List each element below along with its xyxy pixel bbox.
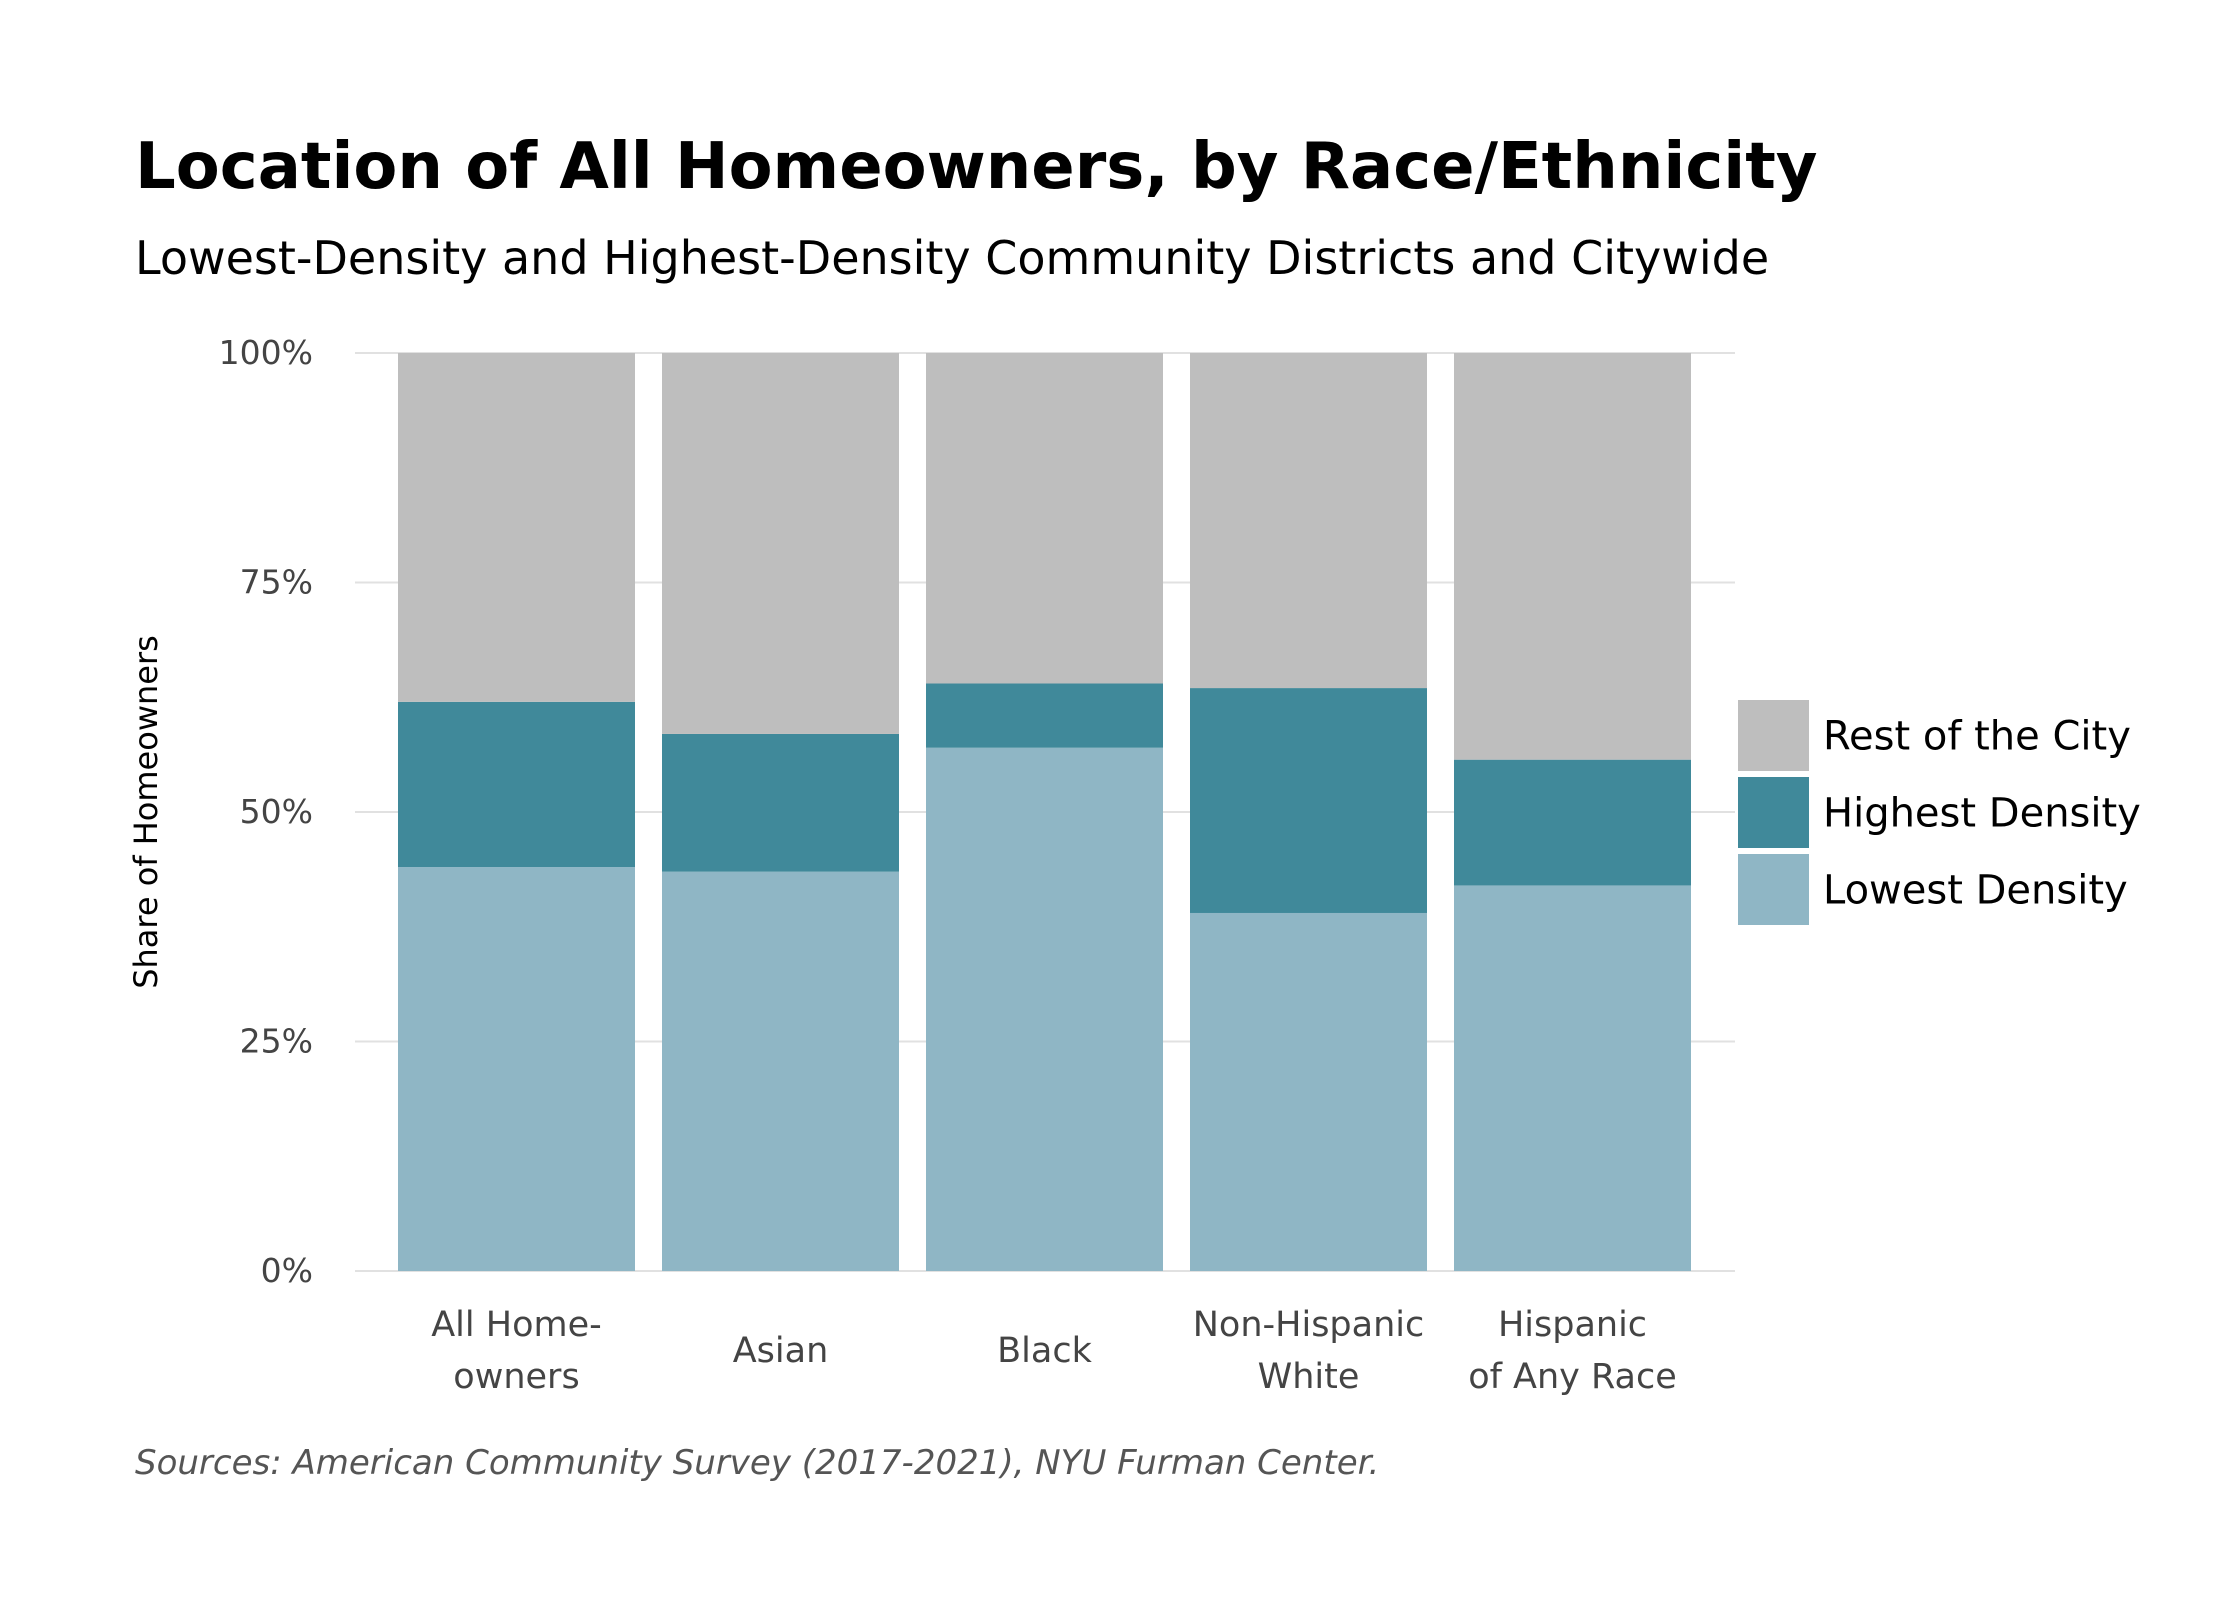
x-tick-label: Non-Hispanic <box>1193 1305 1425 1345</box>
bar-segment-rest-of-the-city <box>926 353 1163 684</box>
x-tick-label: owners <box>453 1357 579 1397</box>
bar-segment-highest-density <box>398 701 635 868</box>
legend: Rest of the City Highest Density Lowest De… <box>1738 700 2141 925</box>
bar-segment-highest-density <box>1454 759 1691 886</box>
x-axis-labels: All Home-owners Asian Black Non-Hispanic Whi… <box>431 1305 1677 1397</box>
bars <box>398 353 1691 1271</box>
bar-segment-rest-of-the-city <box>662 353 899 734</box>
y-tick-label: 100% <box>219 333 313 372</box>
y-axis-ticks: 0% 25% 50% 75% 100% <box>219 333 313 1290</box>
x-tick-label: White <box>1258 1357 1360 1397</box>
bar-segment-lowest-density <box>662 871 899 1271</box>
x-tick-label: of Any Race <box>1468 1357 1677 1397</box>
bar-segment-lowest-density <box>926 747 1163 1271</box>
legend-swatch <box>1738 700 1809 771</box>
legend-swatch <box>1738 777 1809 848</box>
x-tick-label: Black <box>997 1331 1092 1371</box>
y-tick-label: 0% <box>261 1251 313 1290</box>
y-axis-title: Share of Homeowners <box>127 635 165 989</box>
bar-segment-lowest-density <box>398 867 635 1271</box>
bar-segment-highest-density <box>1190 688 1427 913</box>
bar-segment-rest-of-the-city <box>1190 353 1427 689</box>
y-tick-label: 50% <box>240 792 313 831</box>
legend-label: Rest of the City <box>1823 714 2131 760</box>
y-tick-label: 25% <box>240 1022 313 1061</box>
bar-segment-rest-of-the-city <box>1454 353 1691 760</box>
x-tick-label: Asian <box>733 1331 829 1371</box>
chart-subtitle: Lowest-Density and Highest-Density Commu… <box>135 231 1769 285</box>
bar-segment-highest-density <box>662 733 899 872</box>
y-tick-label: 75% <box>240 563 313 602</box>
legend-label: Lowest Density <box>1823 868 2128 914</box>
bar-segment-rest-of-the-city <box>398 353 635 702</box>
x-tick-label: All Home- <box>431 1305 602 1345</box>
x-tick-label: Hispanic <box>1498 1305 1647 1345</box>
legend-swatch <box>1738 854 1809 925</box>
source-caption: Sources: American Community Survey (2017… <box>135 1443 1379 1483</box>
bar-segment-lowest-density <box>1190 912 1427 1271</box>
bar-segment-lowest-density <box>1454 885 1691 1271</box>
chart-title: Location of All Homeowners, by Race/Ethn… <box>135 130 1818 204</box>
legend-label: Highest Density <box>1823 791 2141 837</box>
bar-segment-highest-density <box>926 683 1163 748</box>
